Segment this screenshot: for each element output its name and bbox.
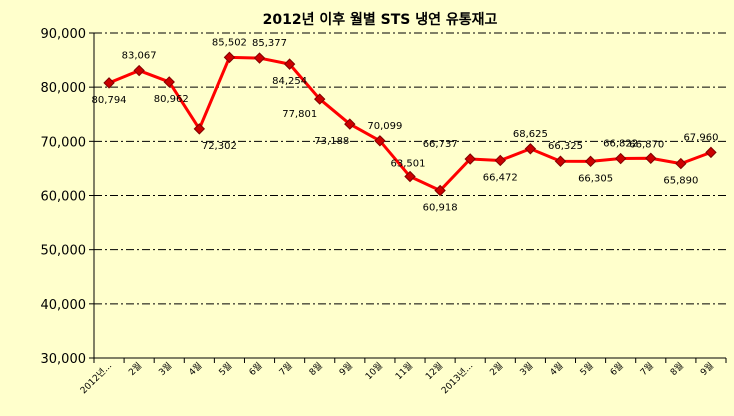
data-label: 66,870: [629, 139, 664, 150]
data-point-marker: [193, 123, 206, 135]
x-tick-label: 4월: [547, 360, 565, 378]
grid-layer: [94, 32, 726, 358]
data-label: 72,302: [202, 141, 237, 152]
data-point-marker: [103, 77, 115, 89]
y-tick-label: 60,000: [41, 190, 87, 205]
data-label: 73,188: [314, 136, 349, 147]
x-tick-label: 3월: [156, 360, 174, 378]
data-label: 60,918: [423, 203, 458, 214]
data-label: 67,960: [683, 132, 718, 143]
data-point-marker: [283, 58, 296, 70]
data-label: 65,890: [663, 176, 698, 187]
x-tick-label: 7월: [637, 360, 655, 378]
x-tick-label: 12월: [423, 360, 445, 382]
chart-title: 2012년 이후 월별 STS 냉연 유통재고: [263, 11, 498, 28]
y-tick-label: 40,000: [41, 298, 87, 313]
data-point-marker: [584, 155, 597, 168]
x-tick-label: 5월: [216, 360, 234, 378]
data-label: 84,254: [272, 76, 307, 87]
x-tick-label: 6월: [246, 360, 264, 378]
data-point-marker: [494, 154, 506, 167]
data-point-marker: [404, 170, 416, 183]
data-label: 85,502: [212, 37, 247, 48]
data-label: 70,099: [367, 121, 402, 132]
data-label: 66,305: [578, 173, 613, 184]
x-tick-label: 2월: [487, 360, 505, 378]
y-tick-label: 70,000: [41, 135, 87, 150]
data-point-marker: [554, 155, 567, 167]
data-point-marker: [434, 184, 446, 197]
x-tick-label: 8월: [306, 360, 324, 378]
x-tick-label: 10월: [363, 360, 385, 382]
series-layer: [103, 51, 717, 197]
y-tick-label: 50,000: [41, 244, 87, 259]
x-tick-label: 4월: [186, 360, 204, 378]
data-label: 80,962: [154, 94, 189, 105]
data-point-marker: [133, 64, 145, 77]
data-label: 83,067: [122, 51, 157, 62]
data-label: 77,801: [282, 109, 317, 120]
data-point-marker: [614, 152, 627, 165]
data-point-marker: [464, 153, 476, 165]
data-point-marker: [314, 93, 326, 105]
data-point-marker: [374, 135, 386, 147]
data-label: 85,377: [252, 38, 287, 49]
y-tick-label: 80,000: [41, 81, 87, 96]
data-point-marker: [675, 157, 687, 170]
data-point-marker: [163, 76, 175, 88]
data-point-marker: [253, 52, 266, 64]
data-label: 66,325: [548, 141, 583, 152]
label-layer: 80,794 83,067 80,962 72,302 85,502 85,377 84,2…: [92, 37, 719, 213]
data-label: 66,472: [483, 172, 518, 183]
data-point-marker: [524, 143, 537, 155]
data-label: 66,737: [423, 139, 458, 150]
data-label: 63,501: [391, 159, 426, 170]
x-tick-label: 7월: [276, 360, 294, 378]
x-tick-label: 9월: [337, 360, 355, 378]
x-tick-label: 5월: [577, 360, 595, 378]
x-tick-label: 11월: [393, 360, 415, 382]
y-tick-label: 90,000: [41, 27, 87, 42]
data-point-marker: [344, 118, 356, 130]
x-tick-label: 9월: [698, 360, 716, 378]
data-point-marker: [705, 146, 717, 159]
x-tick-label: 2013년...: [439, 360, 475, 396]
data-label: 68,625: [513, 129, 548, 140]
data-label: 66,822: [603, 139, 638, 150]
x-tick-label: 2월: [126, 360, 144, 378]
y-tick-label: 30,000: [41, 352, 87, 367]
x-tick-label: 6월: [607, 360, 625, 378]
x-tick-label: 8월: [668, 360, 686, 378]
x-tick-label: 3월: [517, 360, 535, 378]
data-point-marker: [223, 51, 236, 64]
data-point-marker: [645, 152, 657, 164]
data-label: 80,794: [92, 95, 127, 106]
